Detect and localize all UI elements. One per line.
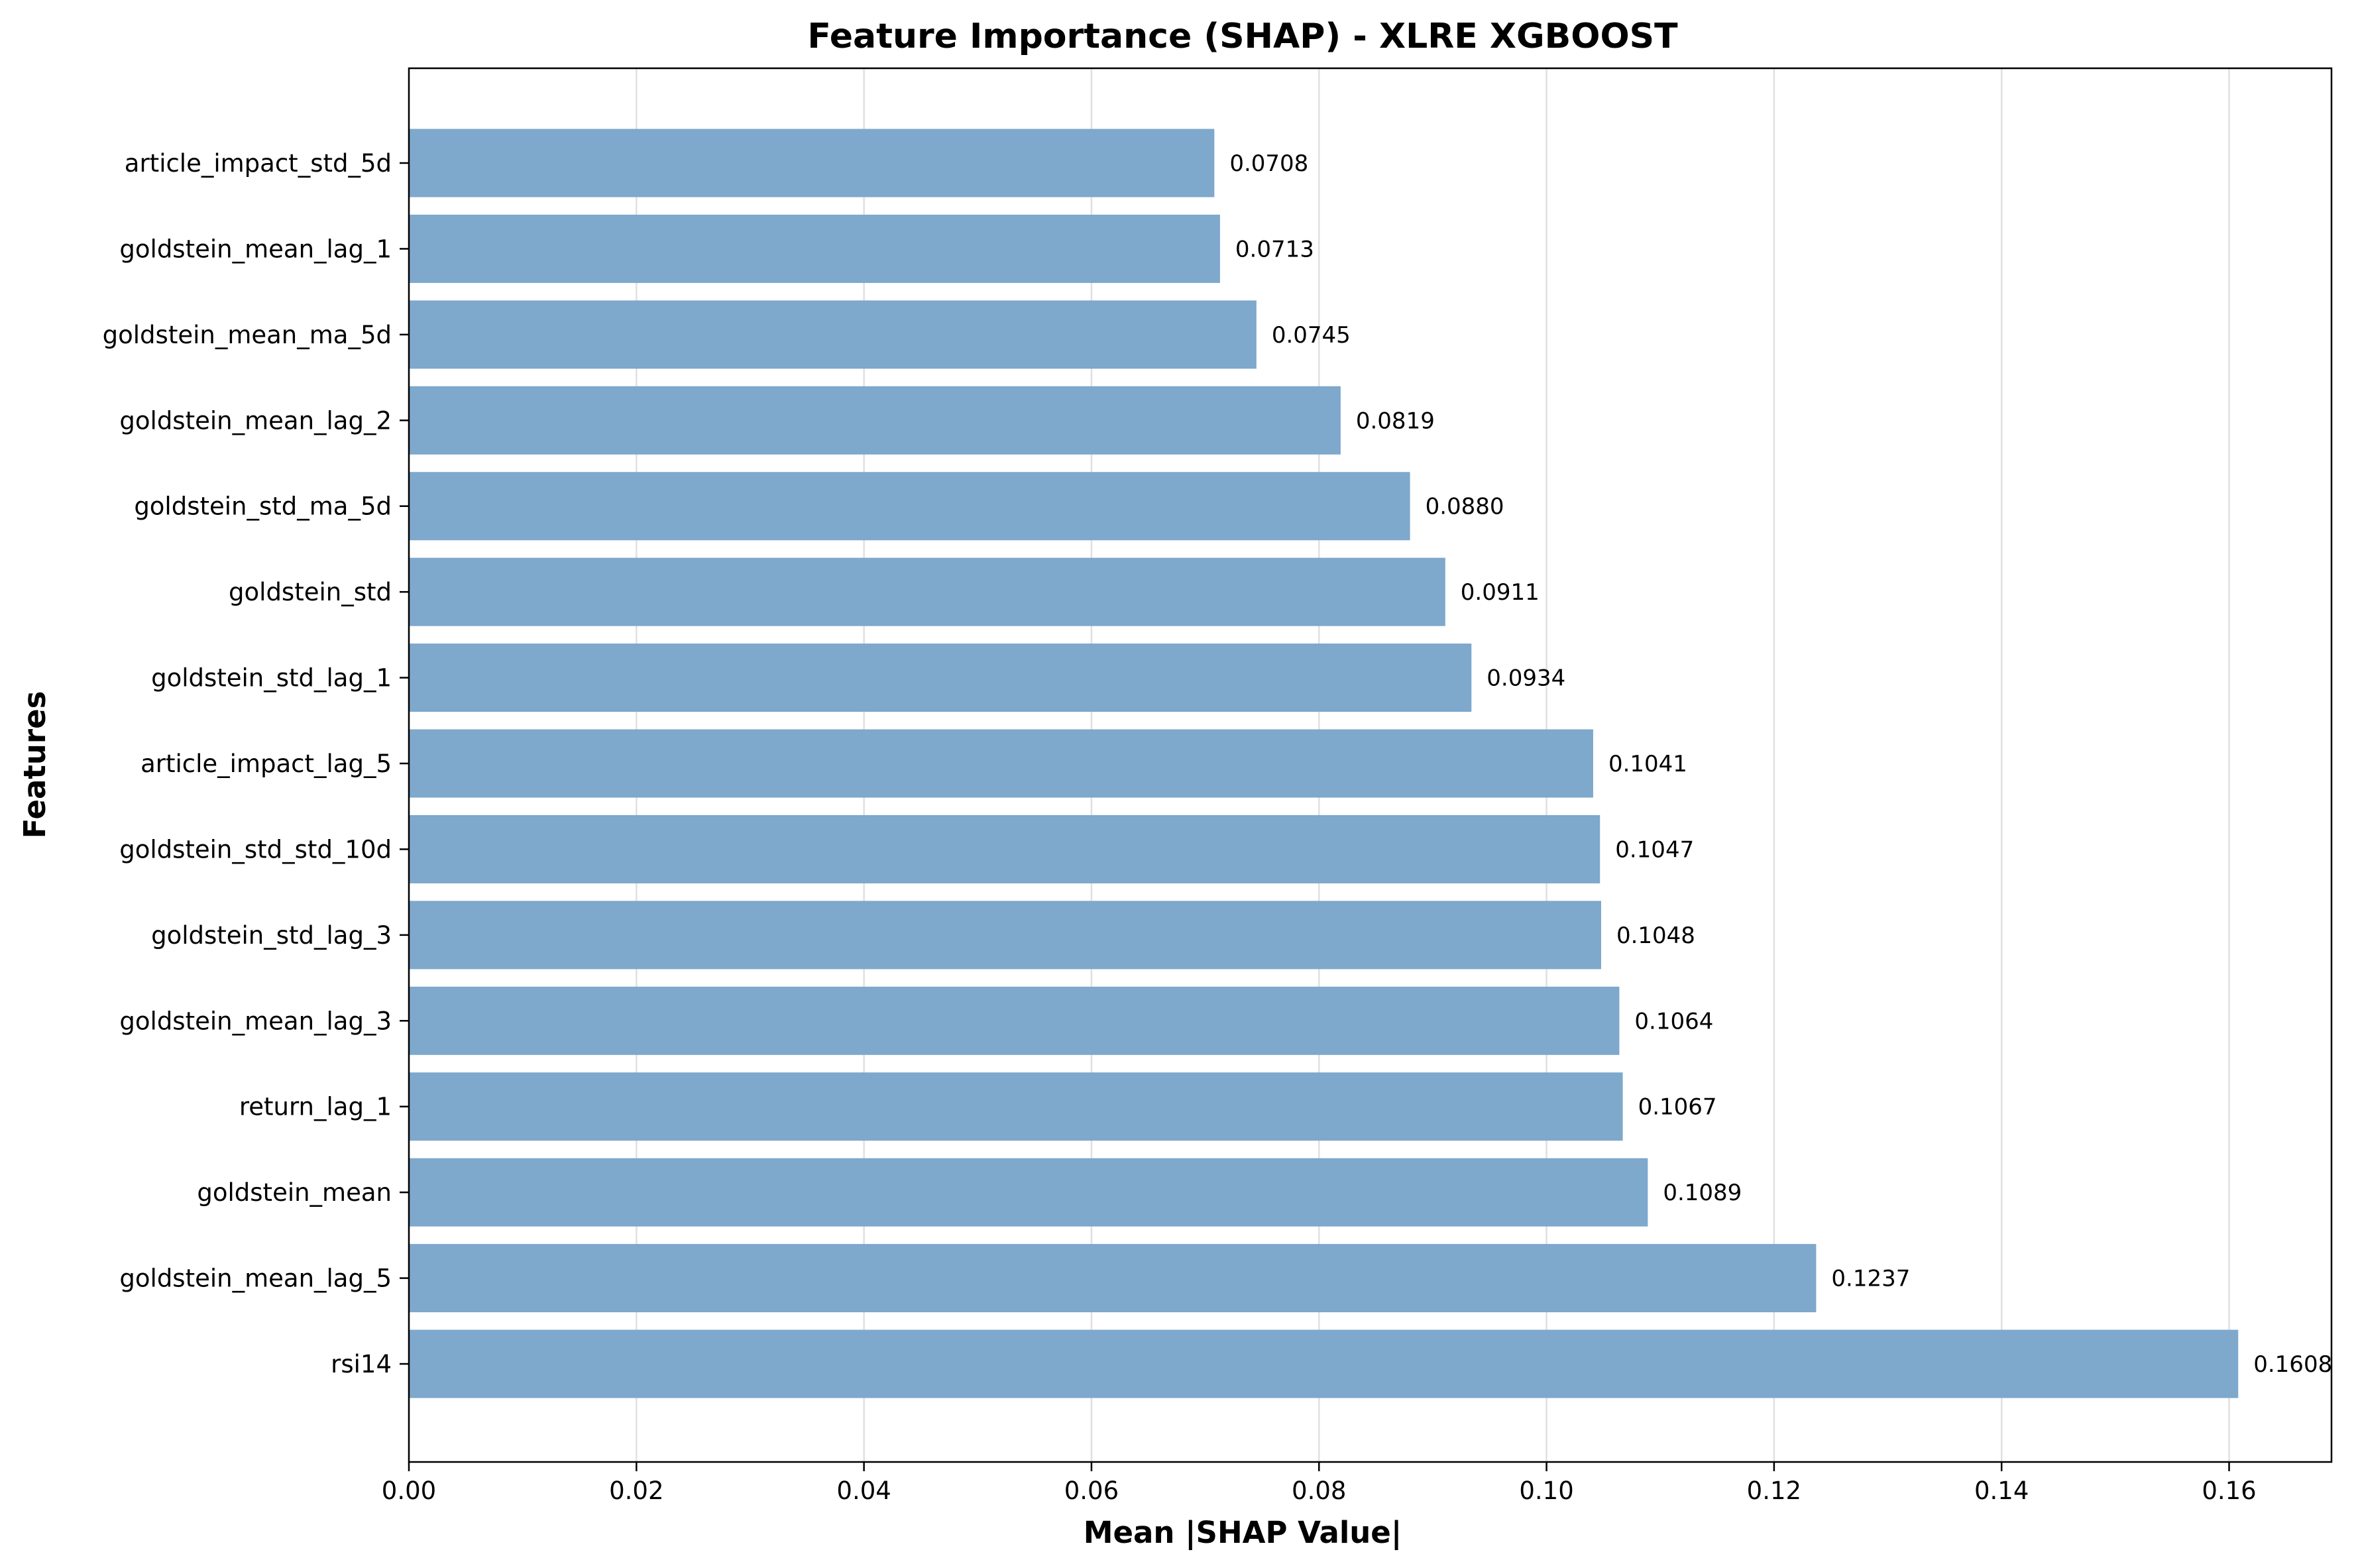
data-label: 0.1067 <box>1638 1094 1717 1121</box>
bar <box>409 1072 1623 1141</box>
bar <box>409 129 1215 197</box>
y-axis-label: Features <box>17 691 52 839</box>
data-label: 0.0708 <box>1229 150 1308 177</box>
y-tick-label: article_impact_std_5d <box>125 149 392 178</box>
chart-title: Feature Importance (SHAP) - XLRE XGBOOST <box>807 17 1678 56</box>
bar <box>409 557 1445 626</box>
x-tick-labels: 0.00 0.02 0.04 0.06 0.08 0.10 0.12 0.14 0.16 <box>382 1462 2257 1505</box>
plot-frame <box>408 67 2333 1463</box>
y-tick-label: goldstein_std_lag_1 <box>151 664 392 693</box>
bar <box>409 472 1410 541</box>
data-label: 0.1064 <box>1634 1008 1713 1035</box>
data-label: 0.1047 <box>1615 836 1694 863</box>
bar <box>409 729 1593 798</box>
y-tick-label: goldstein_std_lag_3 <box>151 921 392 950</box>
bar <box>409 814 1600 883</box>
data-label: 0.1048 <box>1616 923 1695 949</box>
data-label: 0.1237 <box>1831 1266 1910 1292</box>
data-label: 0.0934 <box>1487 665 1565 692</box>
data-label: 0.0819 <box>1356 408 1435 434</box>
y-tick-label: return_lag_1 <box>239 1093 392 1121</box>
data-labels: 0.0708 0.0713 0.0745 0.0819 0.0880 0.0911 0.09… <box>1229 150 2332 1378</box>
x-tick-label: 0.12 <box>1747 1477 1801 1505</box>
y-tick-label: goldstein_mean_lag_2 <box>119 406 392 435</box>
y-tick-label: goldstein_mean_lag_5 <box>119 1264 392 1293</box>
x-tick-label: 0.06 <box>1064 1477 1119 1505</box>
axes <box>408 67 2333 1463</box>
data-label: 0.1089 <box>1663 1180 1742 1206</box>
y-tick-label: goldstein_std_ma_5d <box>134 492 392 521</box>
data-label: 0.1041 <box>1608 751 1687 777</box>
bars <box>409 129 2239 1398</box>
bar <box>409 901 1601 970</box>
y-tick-label: rsi14 <box>331 1350 392 1378</box>
x-tick-label: 0.10 <box>1519 1477 1573 1505</box>
data-label: 0.1608 <box>2253 1351 2332 1378</box>
y-tick-label: goldstein_mean <box>197 1178 392 1207</box>
data-label: 0.0745 <box>1272 322 1351 349</box>
y-tick-label: goldstein_mean_lag_3 <box>119 1007 392 1035</box>
x-tick-label: 0.00 <box>382 1477 436 1505</box>
y-tick-label: article_impact_lag_5 <box>140 750 392 778</box>
x-axis-label: Mean |SHAP Value| <box>1084 1515 1402 1550</box>
y-tick-label: goldstein_mean_lag_1 <box>119 235 392 263</box>
y-tick-label: goldstein_std_std_10d <box>119 835 392 864</box>
y-tick-label: goldstein_mean_ma_5d <box>103 321 392 349</box>
x-tick-label: 0.14 <box>1974 1477 2029 1505</box>
bar <box>409 1329 2239 1398</box>
data-label: 0.0911 <box>1461 579 1540 606</box>
bar <box>409 214 1220 283</box>
bar <box>409 300 1257 369</box>
bar <box>409 986 1620 1055</box>
data-label: 0.0880 <box>1426 494 1504 520</box>
bar <box>409 1244 1817 1313</box>
bar <box>409 386 1341 455</box>
y-tick-labels: article_impact_std_5d goldstein_mean_lag_… <box>103 149 409 1378</box>
x-tick-label: 0.08 <box>1292 1477 1346 1505</box>
x-tick-label: 0.04 <box>836 1477 891 1505</box>
x-tick-label: 0.16 <box>2202 1477 2256 1505</box>
y-tick-label: goldstein_std <box>229 578 392 606</box>
bar <box>409 644 1472 712</box>
x-tick-label: 0.02 <box>609 1477 663 1505</box>
bar <box>409 1158 1648 1227</box>
data-label: 0.0713 <box>1235 236 1314 262</box>
